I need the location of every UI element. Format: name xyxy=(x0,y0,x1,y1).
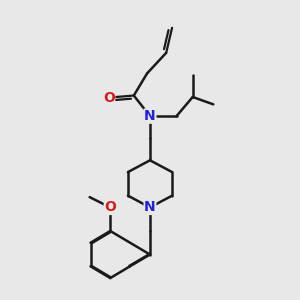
Text: O: O xyxy=(104,200,116,214)
Text: O: O xyxy=(103,91,115,105)
Text: N: N xyxy=(144,109,156,123)
Text: N: N xyxy=(144,200,156,214)
